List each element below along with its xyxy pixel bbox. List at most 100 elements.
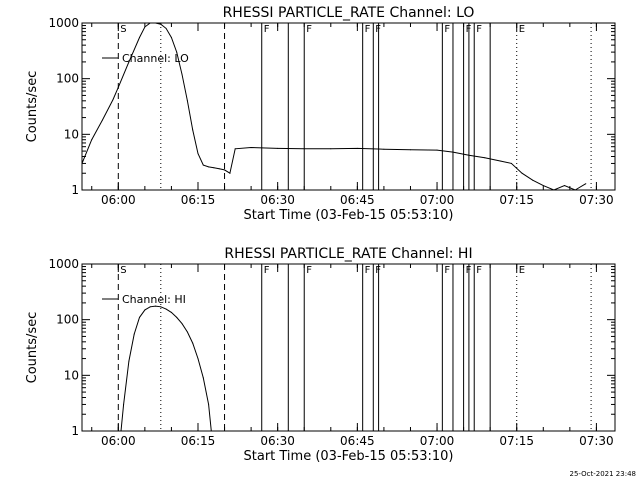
data-point [101, 119, 103, 121]
x-tick-label: 06:15 [181, 193, 216, 207]
data-point [176, 316, 178, 318]
data-point [542, 185, 544, 187]
x-tick-label: 06:00 [101, 434, 136, 448]
x-tick-label: 07:00 [420, 193, 455, 207]
data-point [330, 148, 332, 150]
series-line [120, 305, 212, 432]
x-tick-label: 06:30 [260, 193, 295, 207]
data-point [176, 51, 178, 53]
data-point [197, 153, 199, 155]
event-marker-label: S [120, 24, 126, 35]
data-point [128, 61, 130, 63]
data-point [484, 157, 486, 159]
event-marker-label: E [519, 265, 525, 276]
data-point [234, 148, 236, 150]
chart-title: RHESSI PARTICLE_RATE Channel: LO [223, 5, 475, 21]
data-point [181, 73, 183, 75]
data-point [165, 27, 167, 29]
y-tick-label: 10 [64, 127, 79, 141]
data-point [224, 169, 225, 171]
data-point [452, 151, 454, 153]
data-point [564, 185, 565, 187]
y-tick-label: 10 [64, 368, 79, 382]
y-axis-label: Counts/sec [25, 71, 40, 143]
legend-label: Channel: HI [122, 293, 186, 306]
event-marker-label: F [444, 24, 450, 35]
hi-channel-panel: SFFFFFFFE110100100006:0006:1506:3006:450… [25, 246, 616, 464]
x-axis-label: Start Time (03-Feb-15 05:53:10) [244, 208, 454, 223]
event-marker-label: F [365, 265, 371, 276]
data-point [170, 311, 172, 313]
event-marker-label: F [264, 265, 270, 276]
data-point [510, 162, 512, 164]
event-marker-label: F [264, 24, 270, 35]
data-point [144, 309, 146, 311]
data-point [500, 160, 502, 162]
x-tick-label: 06:00 [101, 193, 136, 207]
data-point [250, 147, 252, 148]
data-point [202, 377, 204, 379]
data-point [585, 183, 587, 185]
data-point [208, 403, 210, 405]
data-point [218, 168, 220, 170]
data-point [160, 23, 162, 25]
event-marker-label: S [120, 265, 126, 276]
data-point [197, 358, 199, 360]
y-tick-label: 1000 [48, 257, 79, 271]
data-point [123, 403, 125, 405]
data-point [202, 164, 204, 166]
data-point [356, 147, 358, 149]
x-tick-label: 07:00 [420, 434, 455, 448]
series-line [81, 22, 587, 191]
data-point [139, 37, 140, 38]
y-tick-label: 100 [56, 313, 79, 327]
data-point [155, 305, 156, 307]
event-marker-label: F [306, 24, 312, 35]
lo-channel-panel: SFFFFFFFE110100100006:0006:1506:3006:450… [25, 5, 616, 223]
data-point [91, 139, 93, 141]
data-point [468, 154, 470, 156]
data-point [192, 342, 194, 344]
x-tick-label: 06:45 [340, 193, 375, 207]
data-point [186, 331, 188, 333]
plot-frame [81, 22, 616, 191]
y-tick-label: 100 [56, 72, 79, 86]
y-tick-label: 1 [71, 183, 79, 197]
x-tick-label: 07:15 [499, 434, 534, 448]
x-tick-label: 06:15 [181, 434, 216, 448]
data-point [532, 179, 534, 181]
y-tick-label: 1000 [48, 16, 79, 30]
x-tick-label: 07:15 [499, 193, 534, 207]
y-axis-label: Counts/sec [25, 312, 40, 384]
x-tick-label: 06:45 [340, 434, 375, 448]
event-marker-label: F [444, 265, 450, 276]
chart-title: RHESSI PARTICLE_RATE Channel: HI [224, 246, 472, 262]
data-point [181, 323, 183, 325]
data-point [436, 149, 438, 151]
x-tick-label: 06:30 [260, 434, 295, 448]
event-marker-label: E [519, 24, 525, 35]
data-point [277, 147, 279, 149]
data-point [139, 316, 140, 318]
x-tick-label: 07:30 [579, 193, 614, 207]
data-point [117, 86, 119, 88]
plot-frame [81, 263, 616, 432]
x-tick-label: 07:30 [579, 434, 614, 448]
data-point [192, 129, 194, 131]
data-point [160, 306, 162, 308]
data-point [128, 360, 130, 362]
data-point [149, 306, 151, 308]
data-point [229, 172, 231, 174]
data-point [165, 308, 167, 310]
event-marker-label: F [365, 24, 371, 35]
x-axis-label: Start Time (03-Feb-15 05:53:10) [244, 449, 454, 464]
data-point [303, 148, 305, 150]
data-point [521, 172, 523, 174]
event-marker-label: F [476, 265, 482, 276]
data-point [170, 37, 172, 38]
data-point [213, 167, 215, 169]
data-point [208, 166, 210, 168]
data-point [133, 333, 135, 335]
data-point [410, 149, 411, 151]
